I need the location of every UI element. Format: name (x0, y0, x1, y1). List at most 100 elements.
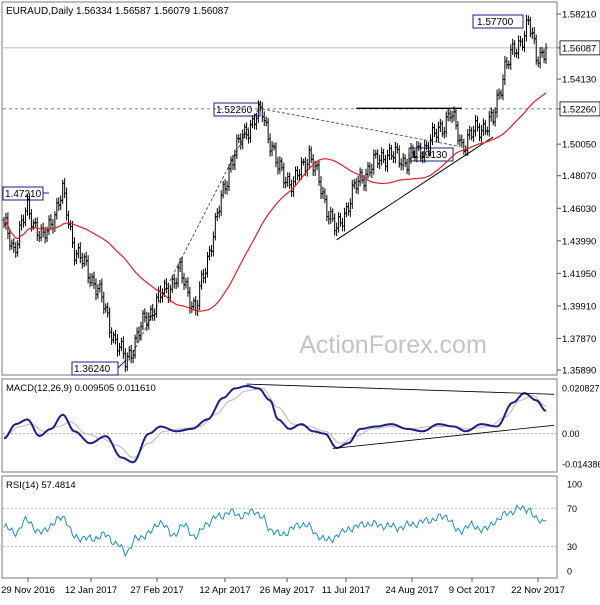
ohlc-bar (393, 141, 397, 164)
ohlc-bar (147, 312, 151, 330)
price-tick-label: 1.48070 (562, 171, 596, 182)
ohlc-bar (307, 145, 311, 170)
ohlc-bar (505, 57, 509, 70)
ohlc-bar (337, 212, 341, 233)
ohlc-bar (440, 120, 444, 137)
ohlc-bar (164, 278, 168, 294)
ohlc-bar (217, 205, 221, 219)
ohlc-bar (121, 336, 125, 359)
ohlc-bar (110, 327, 114, 345)
ohlc-bar (344, 202, 348, 218)
ohlc-bar (294, 166, 298, 186)
annotation-label: 1.47210 (5, 189, 42, 200)
ohlc-bar (108, 307, 112, 338)
ohlc-bar (264, 116, 268, 127)
ohlc-bar (493, 107, 497, 127)
ohlc-bar (370, 163, 374, 178)
ohlc-bar (200, 270, 204, 290)
ohlc-bar (55, 198, 59, 220)
ohlc-bar (78, 242, 82, 264)
ohlc-bar (499, 89, 503, 99)
price-tick-label: 1.43990 (562, 236, 596, 247)
ohlc-bar (272, 142, 276, 151)
ohlc-bar (241, 129, 245, 150)
ohlc-bar (160, 288, 164, 303)
trendlines (132, 107, 494, 353)
macd-upper-trendline (246, 383, 555, 395)
price-tick-label: 1.50050 (562, 140, 596, 151)
rsi-tick-label: 100 (567, 480, 582, 490)
ohlc-bar (382, 148, 386, 164)
x-tick-label: 12 Jan 2017 (65, 585, 117, 596)
ohlc-bar (462, 138, 466, 155)
annotation-low-1-36240: 1.36240 (71, 359, 127, 376)
ohlc-bar (186, 277, 190, 297)
ohlc-bar (372, 149, 376, 175)
ohlc-bar (528, 16, 532, 38)
ohlc-bar (182, 272, 186, 290)
ohlc-bar (536, 56, 540, 68)
ohlc-bar (143, 308, 147, 323)
ohlc-bar (497, 88, 501, 100)
ohlc-bar (266, 118, 270, 144)
rsi-line (3, 504, 547, 558)
ohlc-bar (483, 119, 487, 135)
rally-trendline (132, 108, 259, 353)
ohlc-bar (542, 48, 546, 64)
ohlc-bar (139, 321, 143, 341)
ohlc-bar (115, 333, 119, 357)
ohlc-bar (135, 327, 139, 343)
ohlc-bar (341, 217, 345, 232)
ohlc-bar (380, 147, 384, 166)
ohlc-bar (268, 133, 272, 157)
ohlc-bar (368, 162, 372, 177)
ohlc-bar (466, 129, 470, 156)
price-tick-label: 1.52260 (562, 104, 596, 115)
ohlc-bar (204, 267, 208, 284)
ohlc-bar (444, 111, 448, 138)
ohlc-bar (20, 214, 24, 231)
ohlc-bar (22, 214, 26, 228)
ohlc-bar (544, 43, 548, 64)
ohlc-bar (123, 348, 127, 373)
ohlc-bar (250, 115, 254, 129)
rsi-tick-label: 70 (567, 504, 577, 514)
ohlc-bar (94, 278, 98, 300)
ohlc-bar (194, 295, 198, 316)
ohlc-bar (104, 303, 108, 313)
ohlc-bar (63, 178, 67, 199)
ohlc-bar (76, 243, 80, 259)
annotation-high-1-47210: 1.47210 (2, 186, 49, 201)
ohlc-bar (524, 14, 528, 42)
ohlc-bar (391, 151, 395, 164)
ohlc-bar (16, 240, 20, 257)
ohlc-bar (352, 179, 356, 189)
ohlc-bar (231, 154, 235, 170)
ohlc-bar (92, 271, 96, 290)
x-tick-label: 11 Jul 2017 (322, 585, 370, 596)
ohlc-bar (137, 326, 141, 342)
price-tick-label: 1.39910 (562, 301, 596, 312)
ohlc-bar (501, 74, 505, 101)
ohlc-bar (59, 195, 63, 211)
ohlc-bar (249, 119, 253, 143)
price-tick-label: 1.37870 (562, 334, 596, 345)
ohlc-bar (219, 190, 223, 217)
ohlc-bar (481, 118, 485, 136)
ohlc-bar (470, 127, 474, 141)
ohlc-bar (278, 156, 282, 174)
annotation-box (472, 14, 524, 29)
ohlc-bar (84, 252, 88, 266)
ohlc-bar (342, 207, 346, 232)
ohlc-bar (346, 202, 350, 216)
ohlc-bar (67, 210, 71, 229)
x-tick-label: 26 May 2017 (260, 585, 315, 596)
ohlc-bar (86, 255, 90, 284)
ohlc-bar (325, 194, 329, 222)
ohlc-bar (159, 285, 163, 303)
annotation-box (71, 361, 119, 376)
ohlc-bar (323, 188, 327, 204)
price-tick-label: 1.58210 (562, 10, 596, 21)
